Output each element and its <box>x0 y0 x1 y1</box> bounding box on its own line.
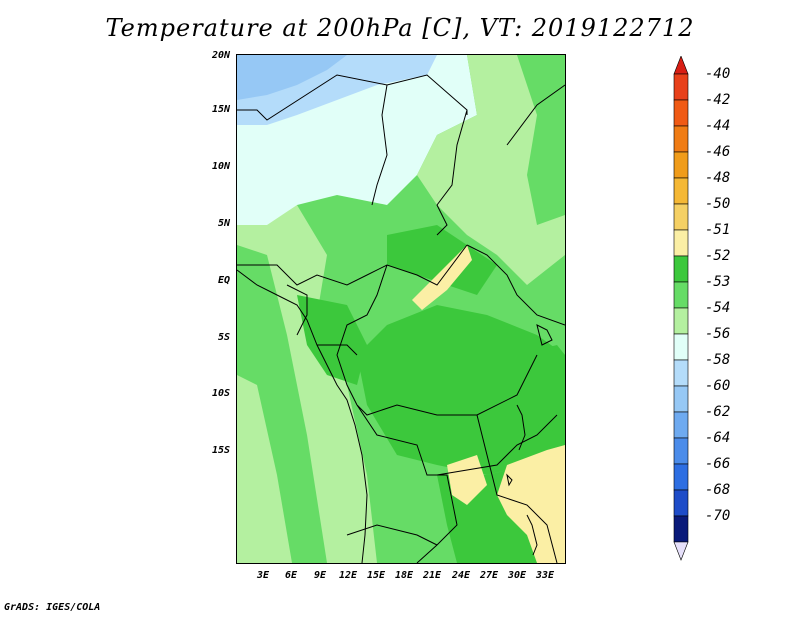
y-tick-label: EQ <box>217 275 230 286</box>
colorbar-tick-label: -42 <box>705 92 731 108</box>
field-region-53-sw <box>237 375 292 563</box>
colorbar-tick-label: -53 <box>705 274 731 290</box>
colorbar-tick-label: -50 <box>705 196 731 212</box>
colorbar-tick-label: -52 <box>705 248 731 264</box>
colorbar-tick-label: -66 <box>705 456 731 472</box>
y-tick-label: 20N <box>211 50 230 61</box>
y-tick-label: 10N <box>211 161 230 172</box>
x-tick-label: 12E <box>338 570 358 581</box>
temperature-field <box>237 55 565 563</box>
colorbar-swatch <box>673 177 689 205</box>
colorbar-tick-label: -62 <box>705 404 731 420</box>
colorbar-swatch <box>673 229 689 257</box>
colorbar-swatch <box>673 515 689 543</box>
field-region-53-ne <box>417 55 565 285</box>
colorbar-tick-label: -46 <box>705 144 731 160</box>
colorbar-swatch <box>673 281 689 309</box>
field-region-50-car <box>412 245 472 310</box>
colorbar-swatch <box>673 99 689 127</box>
field-region-50-se <box>497 445 565 563</box>
colorbar-swatch <box>673 255 689 283</box>
colorbar-under-triangle <box>673 541 689 561</box>
colorbar-tick-label: -70 <box>705 508 731 524</box>
lakes <box>506 324 553 556</box>
y-tick-label: 10S <box>211 388 230 399</box>
colorbar-over-triangle <box>673 56 689 75</box>
x-tick-label: 18E <box>394 570 414 581</box>
field-region-51-congo <box>357 305 565 475</box>
colorbar-tick-label: -60 <box>705 378 731 394</box>
x-tick-label: 27E <box>479 570 499 581</box>
x-tick-label: 15E <box>366 570 386 581</box>
x-tick-label: 30E <box>507 570 527 581</box>
colorbar-swatch <box>673 333 689 361</box>
colorbar-tick-label: -68 <box>705 482 731 498</box>
y-tick-label: 15N <box>211 104 230 115</box>
colorbar-tick-label: -48 <box>705 170 731 186</box>
x-tick-label: 3E <box>256 570 270 581</box>
colorbar-swatch <box>673 125 689 153</box>
colorbar-swatch <box>673 359 689 387</box>
colorbar <box>673 56 689 561</box>
x-tick-label: 21E <box>422 570 442 581</box>
colorbar-tick-label: -44 <box>705 118 731 134</box>
y-tick-label: 5N <box>217 218 230 229</box>
colorbar-swatch <box>673 463 689 491</box>
x-tick-label: 9E <box>313 570 327 581</box>
colorbar-swatch <box>673 151 689 179</box>
colorbar-swatch <box>673 437 689 465</box>
map-panel <box>236 54 566 564</box>
colorbar-swatch <box>673 411 689 439</box>
colorbar-tick-label: -54 <box>705 300 731 316</box>
colorbar-swatch <box>673 489 689 517</box>
field-region-51-central-north <box>387 225 497 295</box>
field-region-51-gabon <box>297 295 367 385</box>
colorbar-swatch <box>673 385 689 413</box>
coastline <box>237 269 368 563</box>
colorbar-tick-label: -51 <box>705 222 731 238</box>
x-tick-label: 33E <box>535 570 555 581</box>
field-region-58-nw <box>237 55 347 100</box>
chart-title: Temperature at 200hPa [C], VT: 201912271… <box>105 14 695 42</box>
x-tick-label: 24E <box>451 570 471 581</box>
country-borders <box>237 74 565 563</box>
colorbar-swatch <box>673 203 689 231</box>
x-tick-label: 6E <box>284 570 298 581</box>
colorbar-swatch <box>673 73 689 101</box>
colorbar-tick-label: -58 <box>705 352 731 368</box>
colorbar-tick-label: -56 <box>705 326 731 342</box>
colorbar-tick-label: -40 <box>705 66 731 82</box>
field-region-52-ne <box>517 55 565 225</box>
field-region-51-east <box>517 345 565 435</box>
colorbar-swatch <box>673 307 689 335</box>
field-region-50-zambia <box>447 455 487 505</box>
colorbar-tick-label: -64 <box>705 430 731 446</box>
y-tick-label: 15S <box>211 445 230 456</box>
y-tick-label: 5S <box>217 332 230 343</box>
credit-text: GrADS: IGES/COLA <box>4 602 101 613</box>
